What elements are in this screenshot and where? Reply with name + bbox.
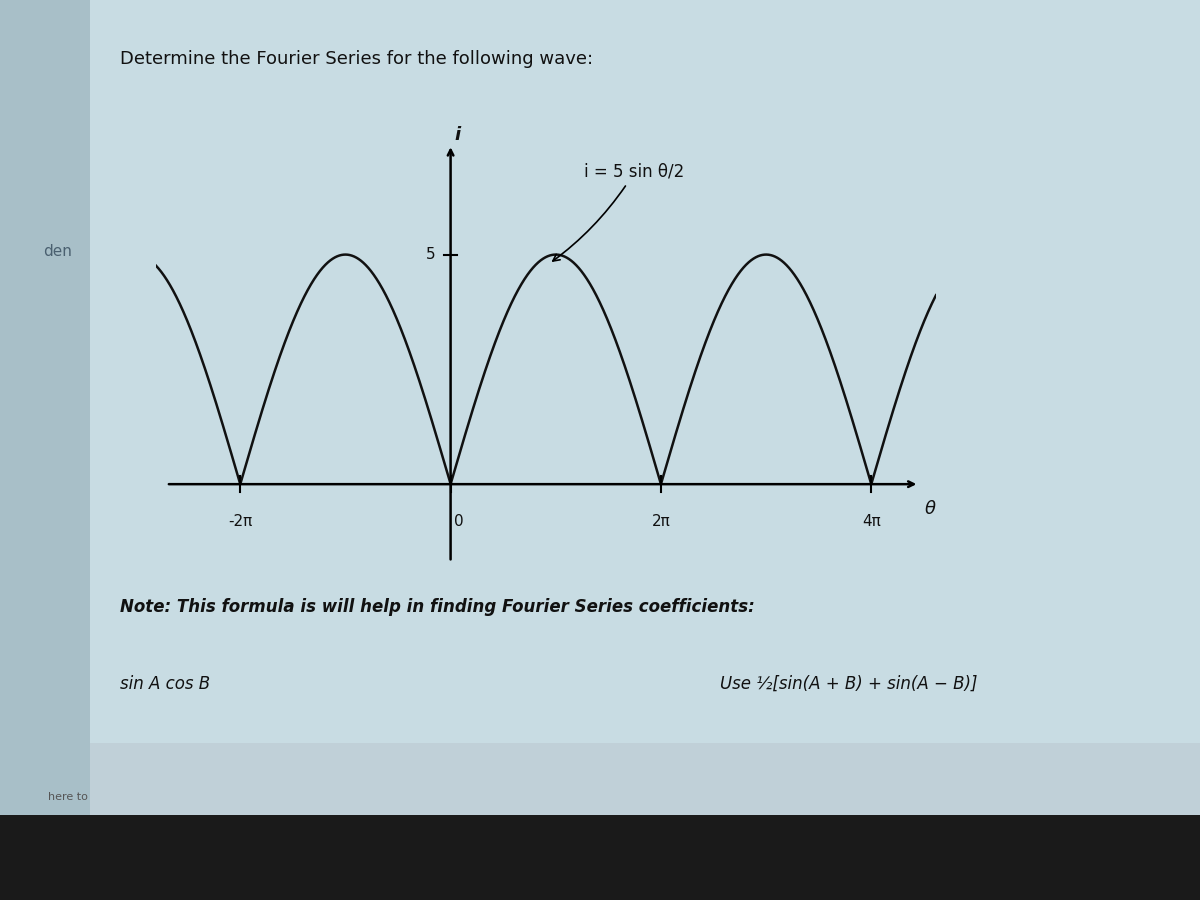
Text: 1: 1 [128,772,136,785]
Text: Note: This formula is will help in finding Fourier Series coefficients:: Note: This formula is will help in findi… [120,598,755,616]
Text: 5: 5 [426,248,436,262]
Text: honor 8X: honor 8X [12,850,138,878]
Text: ≡: ≡ [379,772,389,785]
Text: ≡: ≡ [430,772,439,785]
Text: ≡: ≡ [480,772,490,785]
Text: here to s: here to s [48,791,97,802]
Text: -2π: -2π [228,514,252,529]
Text: sin A cos B: sin A cos B [120,675,210,693]
Text: den: den [43,245,72,259]
Text: 🖼: 🖼 [683,772,690,785]
Text: 4π: 4π [862,514,881,529]
Text: θ: θ [924,500,935,518]
Text: Use ½[sin(A + B) + sin(A − B)]: Use ½[sin(A + B) + sin(A − B)] [720,675,978,693]
Text: A▾: A▾ [175,772,190,785]
Text: B: B [228,772,238,785]
Text: 0: 0 [454,514,463,529]
Text: ☺: ☺ [630,772,642,785]
Text: S̈: S̈ [582,772,589,785]
Text: I: I [281,772,286,785]
Text: Determine the Fourier Series for the following wave:: Determine the Fourier Series for the fol… [120,50,593,68]
Text: ≡: ≡ [329,772,338,785]
Text: i = 5 sin θ/2: i = 5 sin θ/2 [553,163,685,261]
Text: ⁰₀: ⁰₀ [530,772,540,785]
Text: 2π: 2π [652,514,671,529]
Text: i: i [455,126,461,144]
